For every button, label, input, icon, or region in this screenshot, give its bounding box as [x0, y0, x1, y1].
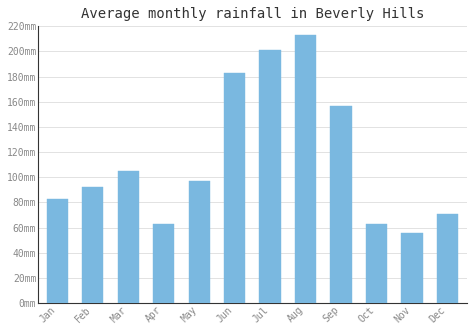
Bar	[82, 187, 103, 303]
Bar	[46, 199, 68, 303]
Bar	[118, 171, 139, 303]
Bar	[437, 214, 458, 303]
Bar	[259, 50, 281, 303]
Bar	[224, 73, 245, 303]
Bar	[366, 224, 387, 303]
Bar	[189, 181, 210, 303]
Bar	[295, 35, 316, 303]
Bar	[330, 106, 352, 303]
Title: Average monthly rainfall in Beverly Hills: Average monthly rainfall in Beverly Hill…	[81, 7, 424, 21]
Bar	[153, 224, 174, 303]
Bar	[401, 233, 423, 303]
